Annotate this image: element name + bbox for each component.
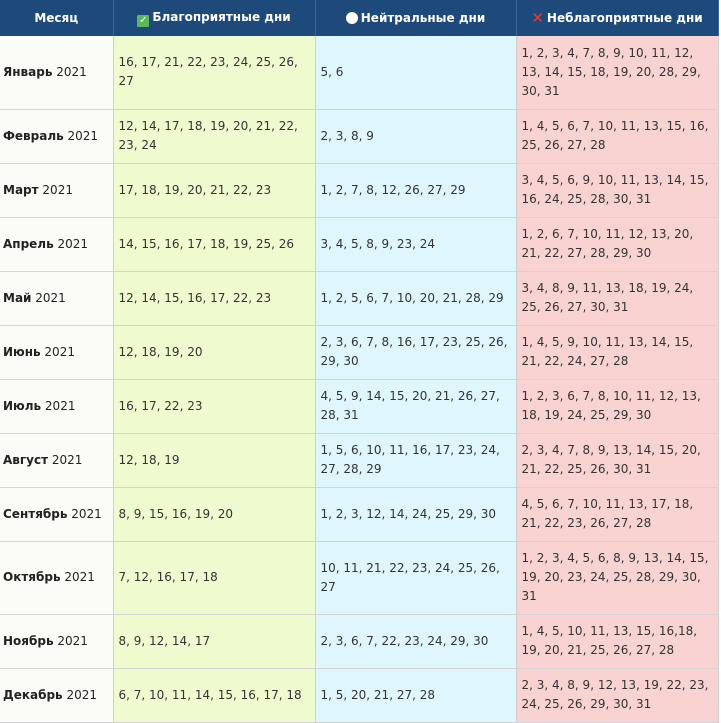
month-cell: Август 2021 [0,433,114,488]
neutral-days-cell: 1, 5, 20, 21, 27, 28 [315,668,517,723]
month-year: 2021 [64,570,95,584]
favorable-days-cell: 7, 12, 16, 17, 18 [113,541,316,615]
favorable-days-cell: 12, 14, 17, 18, 19, 20, 21, 22, 23, 24 [113,109,316,164]
month-name: Сентябрь [3,506,68,521]
table-row: Июнь 2021 12, 18, 19, 20 2, 3, 6, 7, 8, 16… [0,325,719,380]
favorable-days-cell: 17, 18, 19, 20, 21, 22, 23 [113,163,316,218]
month-year: 2021 [67,128,99,143]
table-row: Октябрь 2021 7, 12, 16, 17, 18 10, 11, 21,… [0,541,719,615]
header-month: Месяц [0,0,114,36]
month-name: Май [3,290,32,305]
unfavorable-days-cell: 1, 4, 5, 6, 7, 10, 11, 13, 15, 16, 25, 2… [516,109,719,164]
table-row: Январь 2021 16, 17, 21, 22, 23, 24, 25, 2… [0,36,719,110]
month-cell: Апрель 2021 [0,217,114,272]
month-cell: Июнь 2021 [0,325,114,380]
table-row: Март 2021 17, 18, 19, 20, 21, 22, 23 1, 2,… [0,163,719,218]
neutral-days-cell: 3, 4, 5, 8, 9, 23, 24 [315,217,517,272]
month-cell: Ноябрь 2021 [0,614,114,669]
month-name: Август [3,452,49,467]
cross-icon: ✕ [531,9,544,27]
month-year: 2021 [44,344,75,359]
month-name: Январь [3,64,53,79]
unfavorable-days-cell: 3, 4, 5, 6, 9, 10, 11, 13, 14, 15, 16, 2… [516,163,719,218]
month-cell: Декабрь 2021 [0,668,114,723]
month-cell: Январь 2021 [0,36,114,110]
circle-icon [345,12,358,24]
table-row: Февраль 2021 12, 14, 17, 18, 19, 20, 21, … [0,109,719,164]
month-name: Июнь [3,344,41,359]
favorable-days-cell: 8, 9, 15, 16, 19, 20 [113,487,316,542]
unfavorable-days-cell: 3, 4, 8, 9, 11, 13, 18, 19, 24, 25, 26, … [516,271,719,326]
month-cell: Июль 2021 [0,379,114,434]
table-row: Май 2021 12, 14, 15, 16, 17, 22, 23 1, 2, … [0,271,719,326]
unfavorable-days-cell: 1, 4, 5, 9, 10, 11, 13, 14, 15, 21, 22, … [516,325,719,380]
header-row: Месяц ✓ Благоприятные дни Нейтральные дни… [0,0,719,36]
unfavorable-days-cell: 1, 2, 3, 4, 5, 6, 8, 9, 13, 14, 15, 19, … [516,541,719,615]
header-favorable-label: Благоприятные дни [152,9,291,24]
table-row: Апрель 2021 14, 15, 16, 17, 18, 19, 25, 2… [0,217,719,272]
favorable-days-cell: 12, 18, 19, 20 [113,325,316,380]
month-cell: Октябрь 2021 [0,541,114,615]
unfavorable-days-cell: 1, 2, 6, 7, 10, 11, 12, 13, 20, 21, 22, … [516,217,719,272]
favorable-days-cell: 12, 18, 19 [113,433,316,488]
favorable-days-cell: 16, 17, 22, 23 [113,379,316,434]
table-row: Август 2021 12, 18, 19 1, 5, 6, 10, 11, 16… [0,433,719,488]
unfavorable-days-cell: 1, 2, 3, 4, 7, 8, 9, 10, 11, 12, 13, 14,… [516,36,719,110]
header-unfavorable: ✕ Неблагоприятные дни [516,0,719,36]
favorable-days-cell: 12, 14, 15, 16, 17, 22, 23 [113,271,316,326]
month-name: Апрель [3,236,54,251]
favorable-days-cell: 6, 7, 10, 11, 14, 15, 16, 17, 18 [113,668,316,723]
month-name: Февраль [3,128,64,143]
month-year: 2021 [42,182,73,197]
check-icon: ✓ [137,14,150,27]
neutral-days-cell: 10, 11, 21, 22, 23, 24, 25, 26, 27 [315,541,517,615]
favorable-days-cell: 14, 15, 16, 17, 18, 19, 25, 26 [113,217,316,272]
unfavorable-days-cell: 4, 5, 6, 7, 10, 11, 13, 17, 18, 21, 22, … [516,487,719,542]
table-row: Декабрь 2021 6, 7, 10, 11, 14, 15, 16, 17… [0,668,719,723]
neutral-days-cell: 2, 3, 6, 7, 8, 16, 17, 23, 25, 26, 29, 3… [315,325,517,380]
neutral-days-cell: 1, 5, 6, 10, 11, 16, 17, 23, 24, 27, 28,… [315,433,517,488]
month-name: Июль [3,398,42,413]
neutral-days-cell: 1, 2, 7, 8, 12, 26, 27, 29 [315,163,517,218]
month-year: 2021 [51,452,83,467]
neutral-days-cell: 2, 3, 6, 7, 22, 23, 24, 29, 30 [315,614,517,669]
unfavorable-days-cell: 1, 4, 5, 10, 11, 13, 15, 16,18, 19, 20, … [516,614,719,669]
header-neutral: Нейтральные дни [315,0,517,36]
favorable-days-cell: 16, 17, 21, 22, 23, 24, 25, 26, 27 [113,36,316,110]
month-year: 2021 [56,64,87,79]
neutral-days-cell: 5, 6 [315,36,517,110]
month-year: 2021 [66,687,97,702]
neutral-days-cell: 1, 2, 3, 12, 14, 24, 25, 29, 30 [315,487,517,542]
neutral-days-cell: 4, 5, 9, 14, 15, 20, 21, 26, 27, 28, 31 [315,379,517,434]
month-name: Октябрь [3,570,61,584]
header-unfavorable-label: Неблагоприятные дни [546,11,703,25]
table-row: Июль 2021 16, 17, 22, 23 4, 5, 9, 14, 15, … [0,379,719,434]
month-year: 2021 [71,506,102,521]
header-month-label: Месяц [34,11,79,25]
favorable-days-cell: 8, 9, 12, 14, 17 [113,614,316,669]
month-year: 2021 [35,290,66,305]
table-row: Ноябрь 2021 8, 9, 12, 14, 17 2, 3, 6, 7, 2… [0,614,719,669]
unfavorable-days-cell: 1, 2, 3, 6, 7, 8, 10, 11, 12, 13, 18, 19… [516,379,719,434]
month-cell: Март 2021 [0,163,114,218]
month-name: Ноябрь [3,633,54,648]
table-row: Сентябрь 2021 8, 9, 15, 16, 19, 20 1, 2, 3… [0,487,719,542]
month-name: Март [3,182,39,197]
month-cell: Май 2021 [0,271,114,326]
month-cell: Февраль 2021 [0,109,114,164]
month-cell: Сентябрь 2021 [0,487,114,542]
unfavorable-days-cell: 2, 3, 4, 7, 8, 9, 13, 14, 15, 20, 21, 22… [516,433,719,488]
month-name: Декабрь [3,687,63,702]
neutral-days-cell: 1, 2, 5, 6, 7, 10, 20, 21, 28, 29 [315,271,517,326]
unfavorable-days-cell: 2, 3, 4, 8, 9, 12, 13, 19, 22, 23, 24, 2… [516,668,719,723]
month-year: 2021 [44,398,76,413]
neutral-days-cell: 2, 3, 8, 9 [315,109,517,164]
month-year: 2021 [57,236,89,251]
header-favorable: ✓ Благоприятные дни [113,0,316,36]
header-neutral-label: Нейтральные дни [360,11,486,25]
month-year: 2021 [57,633,88,648]
